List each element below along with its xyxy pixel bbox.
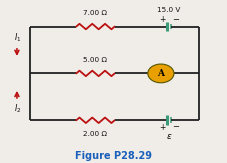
Text: $I_1$: $I_1$ <box>14 31 21 44</box>
Text: 15.0 V: 15.0 V <box>157 7 181 13</box>
Text: −: − <box>172 123 179 132</box>
Text: A: A <box>157 69 164 78</box>
Text: 5.00 Ω: 5.00 Ω <box>84 57 107 63</box>
Text: Figure P28.29: Figure P28.29 <box>75 151 152 161</box>
Text: +: + <box>159 123 166 132</box>
Text: $I_2$: $I_2$ <box>14 103 21 116</box>
Text: 2.00 Ω: 2.00 Ω <box>84 131 107 137</box>
Text: +: + <box>159 15 166 24</box>
Text: ε: ε <box>167 132 171 141</box>
Text: −: − <box>172 15 179 24</box>
Circle shape <box>148 64 174 83</box>
Text: 7.00 Ω: 7.00 Ω <box>84 10 107 16</box>
